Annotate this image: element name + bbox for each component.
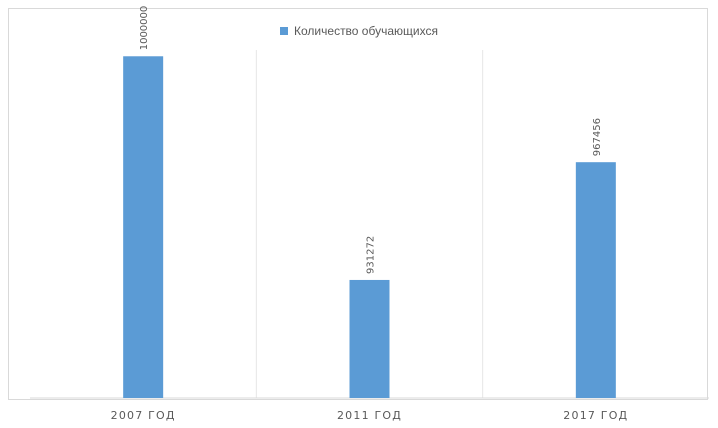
legend-label: Количество обучающихся	[294, 24, 438, 38]
x-tick-label: 2017 ГОД	[563, 409, 628, 422]
bar[interactable]	[575, 162, 616, 398]
x-tick-label: 2011 ГОД	[337, 409, 402, 422]
data-label: 1000000	[139, 6, 150, 51]
legend-swatch	[280, 27, 289, 35]
legend: Количество обучающихся	[0, 24, 718, 38]
data-label: 967456	[592, 118, 603, 156]
bars-layer	[123, 56, 616, 398]
data-label: 931272	[366, 236, 377, 274]
x-tick-label: 2007 ГОД	[111, 409, 176, 422]
labels-layer: 1000000 2007 ГОД 931272 2011 ГОД 967456 2017 …	[111, 6, 628, 422]
bar[interactable]	[349, 279, 390, 398]
bar[interactable]	[123, 56, 164, 398]
